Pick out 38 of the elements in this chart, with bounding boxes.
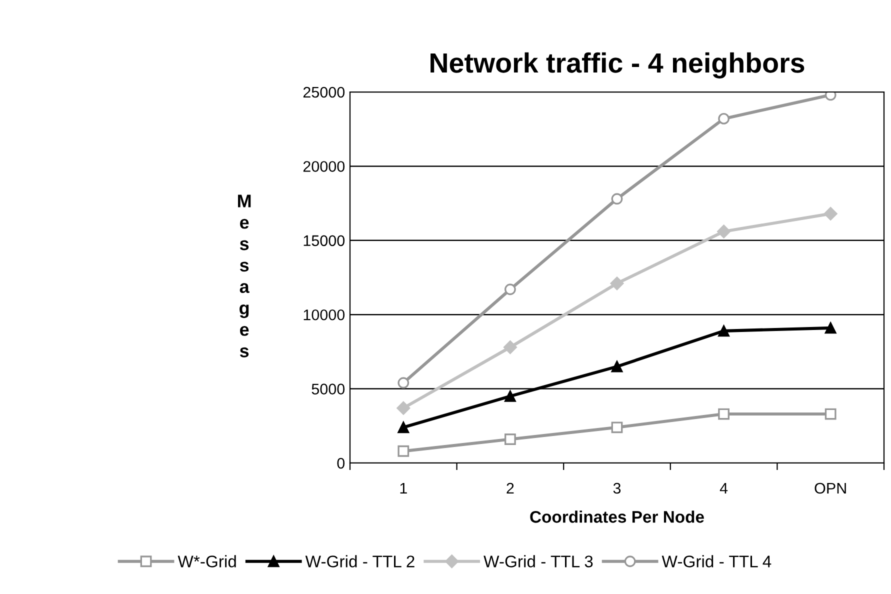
point: [398, 445, 410, 457]
legend-label: W*-Grid: [178, 555, 236, 568]
y-axis-title: Messages: [238, 194, 251, 358]
point: [611, 422, 623, 434]
point: [398, 422, 410, 434]
point: [504, 434, 516, 445]
x-tick-label: 3: [613, 482, 621, 494]
x-tick-label: 4: [720, 483, 728, 494]
x-tick-label: 2: [506, 482, 514, 494]
point: [718, 113, 730, 124]
y-tick-label: 0: [337, 458, 345, 469]
point: [717, 224, 731, 238]
x-axis-title: Coordinates Per Node: [530, 510, 704, 523]
x-tick-label: OPN: [814, 482, 846, 494]
point: [503, 340, 517, 354]
y-tick-label: 15000: [304, 235, 345, 246]
point: [611, 360, 623, 372]
point: [718, 325, 730, 337]
point: [504, 390, 516, 402]
point: [824, 408, 836, 420]
chart-title: Network traffic - 4 neighbors: [430, 52, 804, 78]
y-tick-label: 10000: [304, 309, 345, 320]
legend-label: W-Grid - TTL 4: [662, 555, 772, 568]
point: [504, 284, 516, 296]
y-tick-label: 5000: [312, 384, 345, 394]
y-tick-label: 25000: [303, 86, 345, 98]
legend-label: W-Grid - TTL 3: [484, 555, 593, 568]
point: [398, 377, 410, 389]
point: [610, 276, 624, 290]
point: [396, 401, 410, 415]
point: [824, 206, 838, 220]
x-tick-label: 1: [400, 483, 407, 494]
y-tick-label: 20000: [303, 161, 345, 172]
point: [824, 92, 836, 101]
point: [611, 193, 623, 205]
point: [824, 322, 836, 334]
legend-label: W-Grid - TTL 2: [305, 555, 414, 568]
point: [718, 408, 730, 420]
